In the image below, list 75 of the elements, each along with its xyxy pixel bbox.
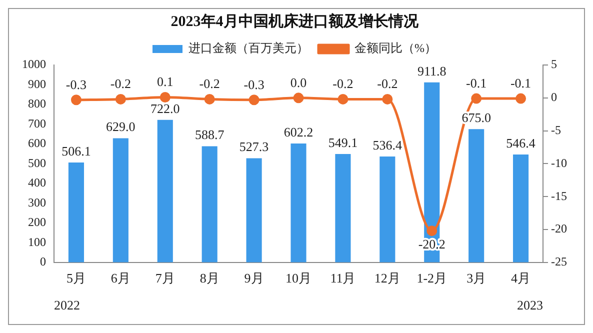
x-tick-label: 10月 (286, 270, 312, 286)
data-label: 0.0 (290, 74, 307, 90)
y-tick-label: 700 (28, 116, 46, 130)
point (471, 93, 482, 104)
point (338, 94, 348, 104)
x-tick-label: 11月 (330, 270, 356, 286)
point (516, 93, 526, 104)
data-label: 506.1 (62, 143, 91, 158)
data-label: 549.1 (328, 134, 358, 150)
y-tick-label: 100 (28, 234, 46, 249)
bar (157, 120, 173, 262)
data-label: -0.2 (199, 76, 220, 92)
y-tick-label: 300 (28, 195, 46, 210)
y-tick-label: 400 (28, 176, 46, 190)
x-tick-label: 4月 (511, 270, 531, 286)
point (426, 226, 438, 236)
bar (68, 162, 84, 262)
x-tick-label: 9月 (244, 270, 264, 286)
legend-label: 金额同比（%） (354, 41, 436, 56)
data-label: 911.8 (417, 63, 446, 78)
bar (290, 144, 306, 262)
point (70, 94, 82, 106)
data-label: 629.0 (106, 119, 136, 134)
x-tick-label: 3月 (466, 270, 486, 286)
x-tick-label: 6月 (110, 270, 130, 286)
data-label: -0.2 (110, 76, 131, 92)
data-label: 588.7 (194, 127, 225, 142)
y-tick-label: 500 (28, 156, 46, 170)
chart-title: 2023年4月中国机床进口额及增长情况 (170, 12, 420, 30)
point (382, 94, 393, 104)
text: 2022 (54, 297, 80, 312)
x-tick-label: 7月 (155, 270, 175, 286)
data-label: -0.1 (510, 75, 532, 90)
bar (335, 154, 351, 262)
data-label: -0.3 (244, 76, 264, 92)
y-tick-label: 800 (28, 96, 46, 111)
y2-tick-label: 0 (551, 90, 558, 104)
bar (380, 156, 396, 262)
data-label: -0.3 (66, 76, 87, 92)
point (160, 92, 170, 102)
data-label: 0.1 (157, 74, 174, 90)
x-tick-label: 8月 (200, 270, 220, 286)
data-label: 602.2 (284, 124, 314, 140)
y2-tick-label: -25 (551, 254, 568, 269)
bar (512, 154, 529, 262)
data-label: 536.4 (372, 137, 403, 152)
data-label: 546.4 (506, 135, 536, 150)
x-tick-label: 1-2月 (416, 270, 448, 286)
point (248, 94, 260, 106)
x-tick-label: 12月 (374, 270, 400, 286)
y2-tick-label: 5 (551, 57, 558, 72)
y-tick-label: 1000 (22, 57, 46, 72)
bar (202, 146, 218, 262)
bar (246, 158, 262, 262)
y-tick-label: 600 (28, 136, 46, 150)
legend-label: 进口金额（百万美元） (188, 41, 308, 56)
data-label: 527.3 (239, 139, 269, 154)
x-tick-label: 5月 (66, 270, 86, 286)
bar (468, 129, 484, 262)
y2-tick-label: -20 (551, 222, 568, 236)
y-tick-label: 0 (40, 254, 46, 269)
data-label: 722.0 (150, 100, 180, 116)
data-label: -0.2 (377, 76, 398, 92)
y-tick-label: 900 (28, 76, 46, 91)
bar (112, 138, 128, 262)
point (293, 92, 304, 104)
point (204, 94, 215, 104)
y2-tick-label: -5 (551, 122, 562, 137)
data-label: -0.2 (332, 76, 354, 92)
text: 2023 (517, 297, 544, 312)
data-label: -0.1 (466, 75, 487, 90)
y2-tick-label: -15 (551, 188, 568, 203)
y-tick-label: 200 (28, 215, 46, 230)
y2-tick-label: -10 (551, 156, 568, 170)
point (115, 94, 126, 104)
